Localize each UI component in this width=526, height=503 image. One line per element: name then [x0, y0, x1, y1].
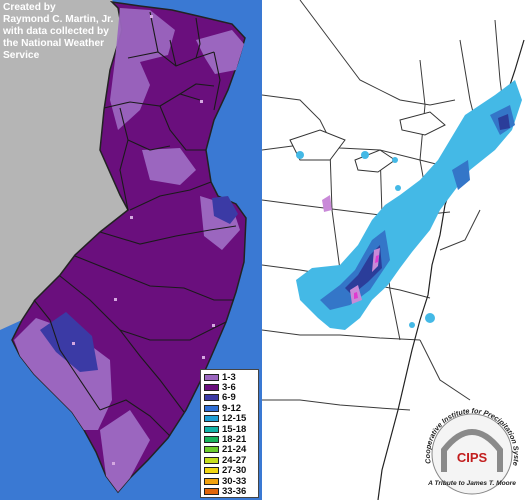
- snow-zone-1-3-central: [142, 148, 196, 185]
- snow-zone-1-3-capemay: [100, 410, 150, 492]
- northeast-precip-map: [262, 0, 526, 500]
- legend-item: 15-18: [204, 423, 258, 435]
- legend-label: 27-30: [222, 465, 247, 477]
- legend-label: 18-21: [222, 434, 247, 446]
- legend-item: 27-30: [204, 465, 258, 477]
- snow-zone-1-3-northeast: [196, 30, 244, 74]
- legend-item: 21-24: [204, 444, 258, 456]
- legend-swatch: [204, 446, 219, 454]
- credit-text: Created by Raymond C. Martin, Jr. with d…: [3, 2, 133, 62]
- legend-item: 18-21: [204, 434, 258, 446]
- snow-zone-6-9-east: [212, 196, 238, 224]
- legend-item: 30-33: [204, 475, 258, 487]
- legend-item: 6-9: [204, 392, 258, 404]
- station-markers: [72, 15, 215, 465]
- arch-icon: [441, 429, 503, 472]
- credit-line: Raymond C. Martin, Jr.: [3, 14, 114, 25]
- legend-label: 12-15: [222, 413, 247, 425]
- credit-line: Created by: [3, 2, 56, 13]
- legend-label: 6-9: [222, 392, 236, 404]
- ocean: [380, 130, 526, 500]
- snow-zone-1-3-north: [110, 8, 175, 130]
- legend-swatch: [204, 404, 219, 412]
- legend-swatch: [204, 456, 219, 464]
- nj-snowfall-map-panel: Created by Raymond C. Martin, Jr. with d…: [0, 0, 262, 500]
- legend-swatch: [204, 477, 219, 485]
- credit-line: with data collected by: [3, 26, 109, 37]
- legend-label: 15-18: [222, 423, 247, 435]
- legend-swatch: [204, 487, 219, 495]
- precip-band-8in: [322, 195, 380, 304]
- nj-snowfall-map: [0, 0, 247, 494]
- neighbor-land: [0, 0, 128, 330]
- credit-line: Service: [3, 50, 40, 61]
- legend-swatch: [204, 425, 219, 433]
- legend-item: 33-36: [204, 486, 258, 497]
- cips-logo: Cooperative Institute for Precipitation …: [417, 365, 524, 498]
- precip-band-12in: [354, 255, 379, 299]
- legend-swatch: [204, 384, 219, 392]
- legend-label: 9-12: [222, 402, 242, 414]
- legend-item: 3-6: [204, 382, 258, 394]
- legend-label: 1-3: [222, 371, 236, 383]
- legend-item: 12-15: [204, 413, 258, 425]
- legend-swatch: [204, 467, 219, 475]
- snow-zone-6-9-southwest: [40, 312, 98, 372]
- snowfall-legend: 1-3 3-6 6-9 9-12 12-15 15-18 18-21 21-24…: [200, 369, 259, 498]
- cips-acronym: CIPS: [457, 450, 488, 465]
- precip-band-6in: [345, 114, 510, 295]
- legend-swatch: [204, 415, 219, 423]
- legend-swatch: [204, 373, 219, 381]
- legend-label: 24-27: [222, 454, 247, 466]
- legend-item: 1-3: [204, 371, 258, 383]
- legend-item: 24-27: [204, 454, 258, 466]
- precip-band-2in: [296, 80, 522, 330]
- legend-label: 30-33: [222, 475, 247, 487]
- legend-label: 21-24: [222, 444, 247, 456]
- county-borders: [33, 11, 237, 437]
- precip-spots: [296, 151, 435, 328]
- legend-label: 33-36: [222, 486, 247, 497]
- legend-swatch: [204, 394, 219, 402]
- credit-line: the National Weather: [3, 38, 105, 49]
- legend-item: 9-12: [204, 402, 258, 414]
- cips-tribute: A Tribute to James T. Moore: [427, 480, 516, 487]
- legend-swatch: [204, 436, 219, 444]
- great-lakes: [289, 111, 446, 173]
- cips-logo-graphic: Cooperative Institute for Precipitation …: [417, 365, 521, 495]
- legend-label: 3-6: [222, 382, 236, 394]
